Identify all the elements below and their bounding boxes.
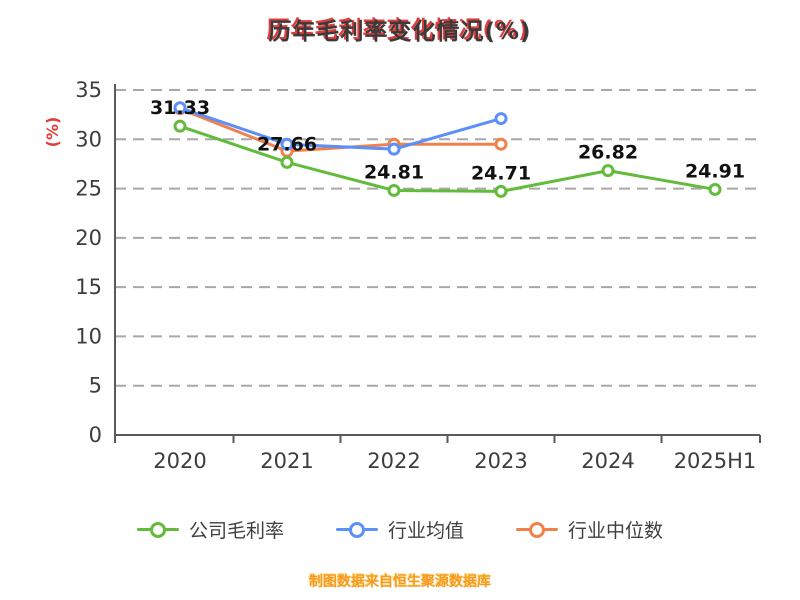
x-tick-label: 2023 — [474, 449, 527, 473]
y-tick-label: 35 — [75, 78, 102, 102]
data-point — [494, 184, 508, 198]
line-chart: 0 5 10 15 20 25 30 35 2020 2021 2022 2023 2024 2025H1… — [43, 78, 761, 473]
data-label: 31.33 — [150, 97, 210, 119]
x-tick-label: 2022 — [367, 449, 420, 473]
y-axis-title: (%) — [43, 117, 62, 148]
x-tick-label: 2021 — [260, 449, 313, 473]
legend-marker-icon — [516, 521, 558, 538]
data-point — [173, 119, 187, 133]
legend-marker-icon — [136, 521, 179, 538]
legend: 公司毛利率 行业均值 行业中位数 — [0, 516, 800, 543]
series-line — [178, 107, 503, 153]
y-tick-label: 15 — [75, 275, 102, 299]
legend-label: 行业中位数 — [568, 520, 664, 542]
chart-title: 历年毛利率变化情况(%) — [268, 19, 532, 45]
data-point — [601, 164, 615, 178]
data-point — [173, 101, 187, 115]
data-point — [708, 182, 722, 196]
data-point — [494, 137, 508, 151]
legend-label: 行业均值 — [387, 520, 464, 542]
y-tick-label: 25 — [75, 177, 102, 201]
data-label: 24.81 — [364, 161, 424, 183]
y-tick-label: 30 — [75, 127, 102, 151]
y-tick-label: 5 — [89, 374, 102, 398]
data-point — [280, 137, 294, 151]
series-line — [178, 106, 503, 151]
data-point — [387, 142, 401, 156]
legend-label: 公司毛利率 — [188, 520, 284, 542]
x-tick-label: 2024 — [581, 449, 634, 473]
legend-item: 行业均值 — [335, 516, 464, 543]
y-tick-label: 10 — [75, 324, 102, 348]
y-tick-label: 20 — [75, 226, 102, 250]
legend-item: 行业中位数 — [516, 516, 663, 543]
data-label: 26.82 — [578, 142, 638, 164]
data-point — [494, 112, 508, 126]
data-label: 24.71 — [471, 162, 531, 184]
x-tick-label: 2020 — [153, 449, 206, 473]
data-source-note: 制图数据来自恒生聚源数据库 — [309, 574, 491, 590]
y-tick-label: 0 — [89, 423, 102, 447]
series-line — [178, 124, 717, 193]
data-point — [387, 183, 401, 197]
legend-marker-icon — [335, 521, 378, 538]
data-label: 27.66 — [257, 133, 317, 155]
data-label: 24.91 — [685, 160, 745, 182]
x-tick-label: 2025H1 — [674, 449, 757, 473]
legend-item: 公司毛利率 — [136, 516, 284, 543]
data-point — [280, 155, 294, 169]
